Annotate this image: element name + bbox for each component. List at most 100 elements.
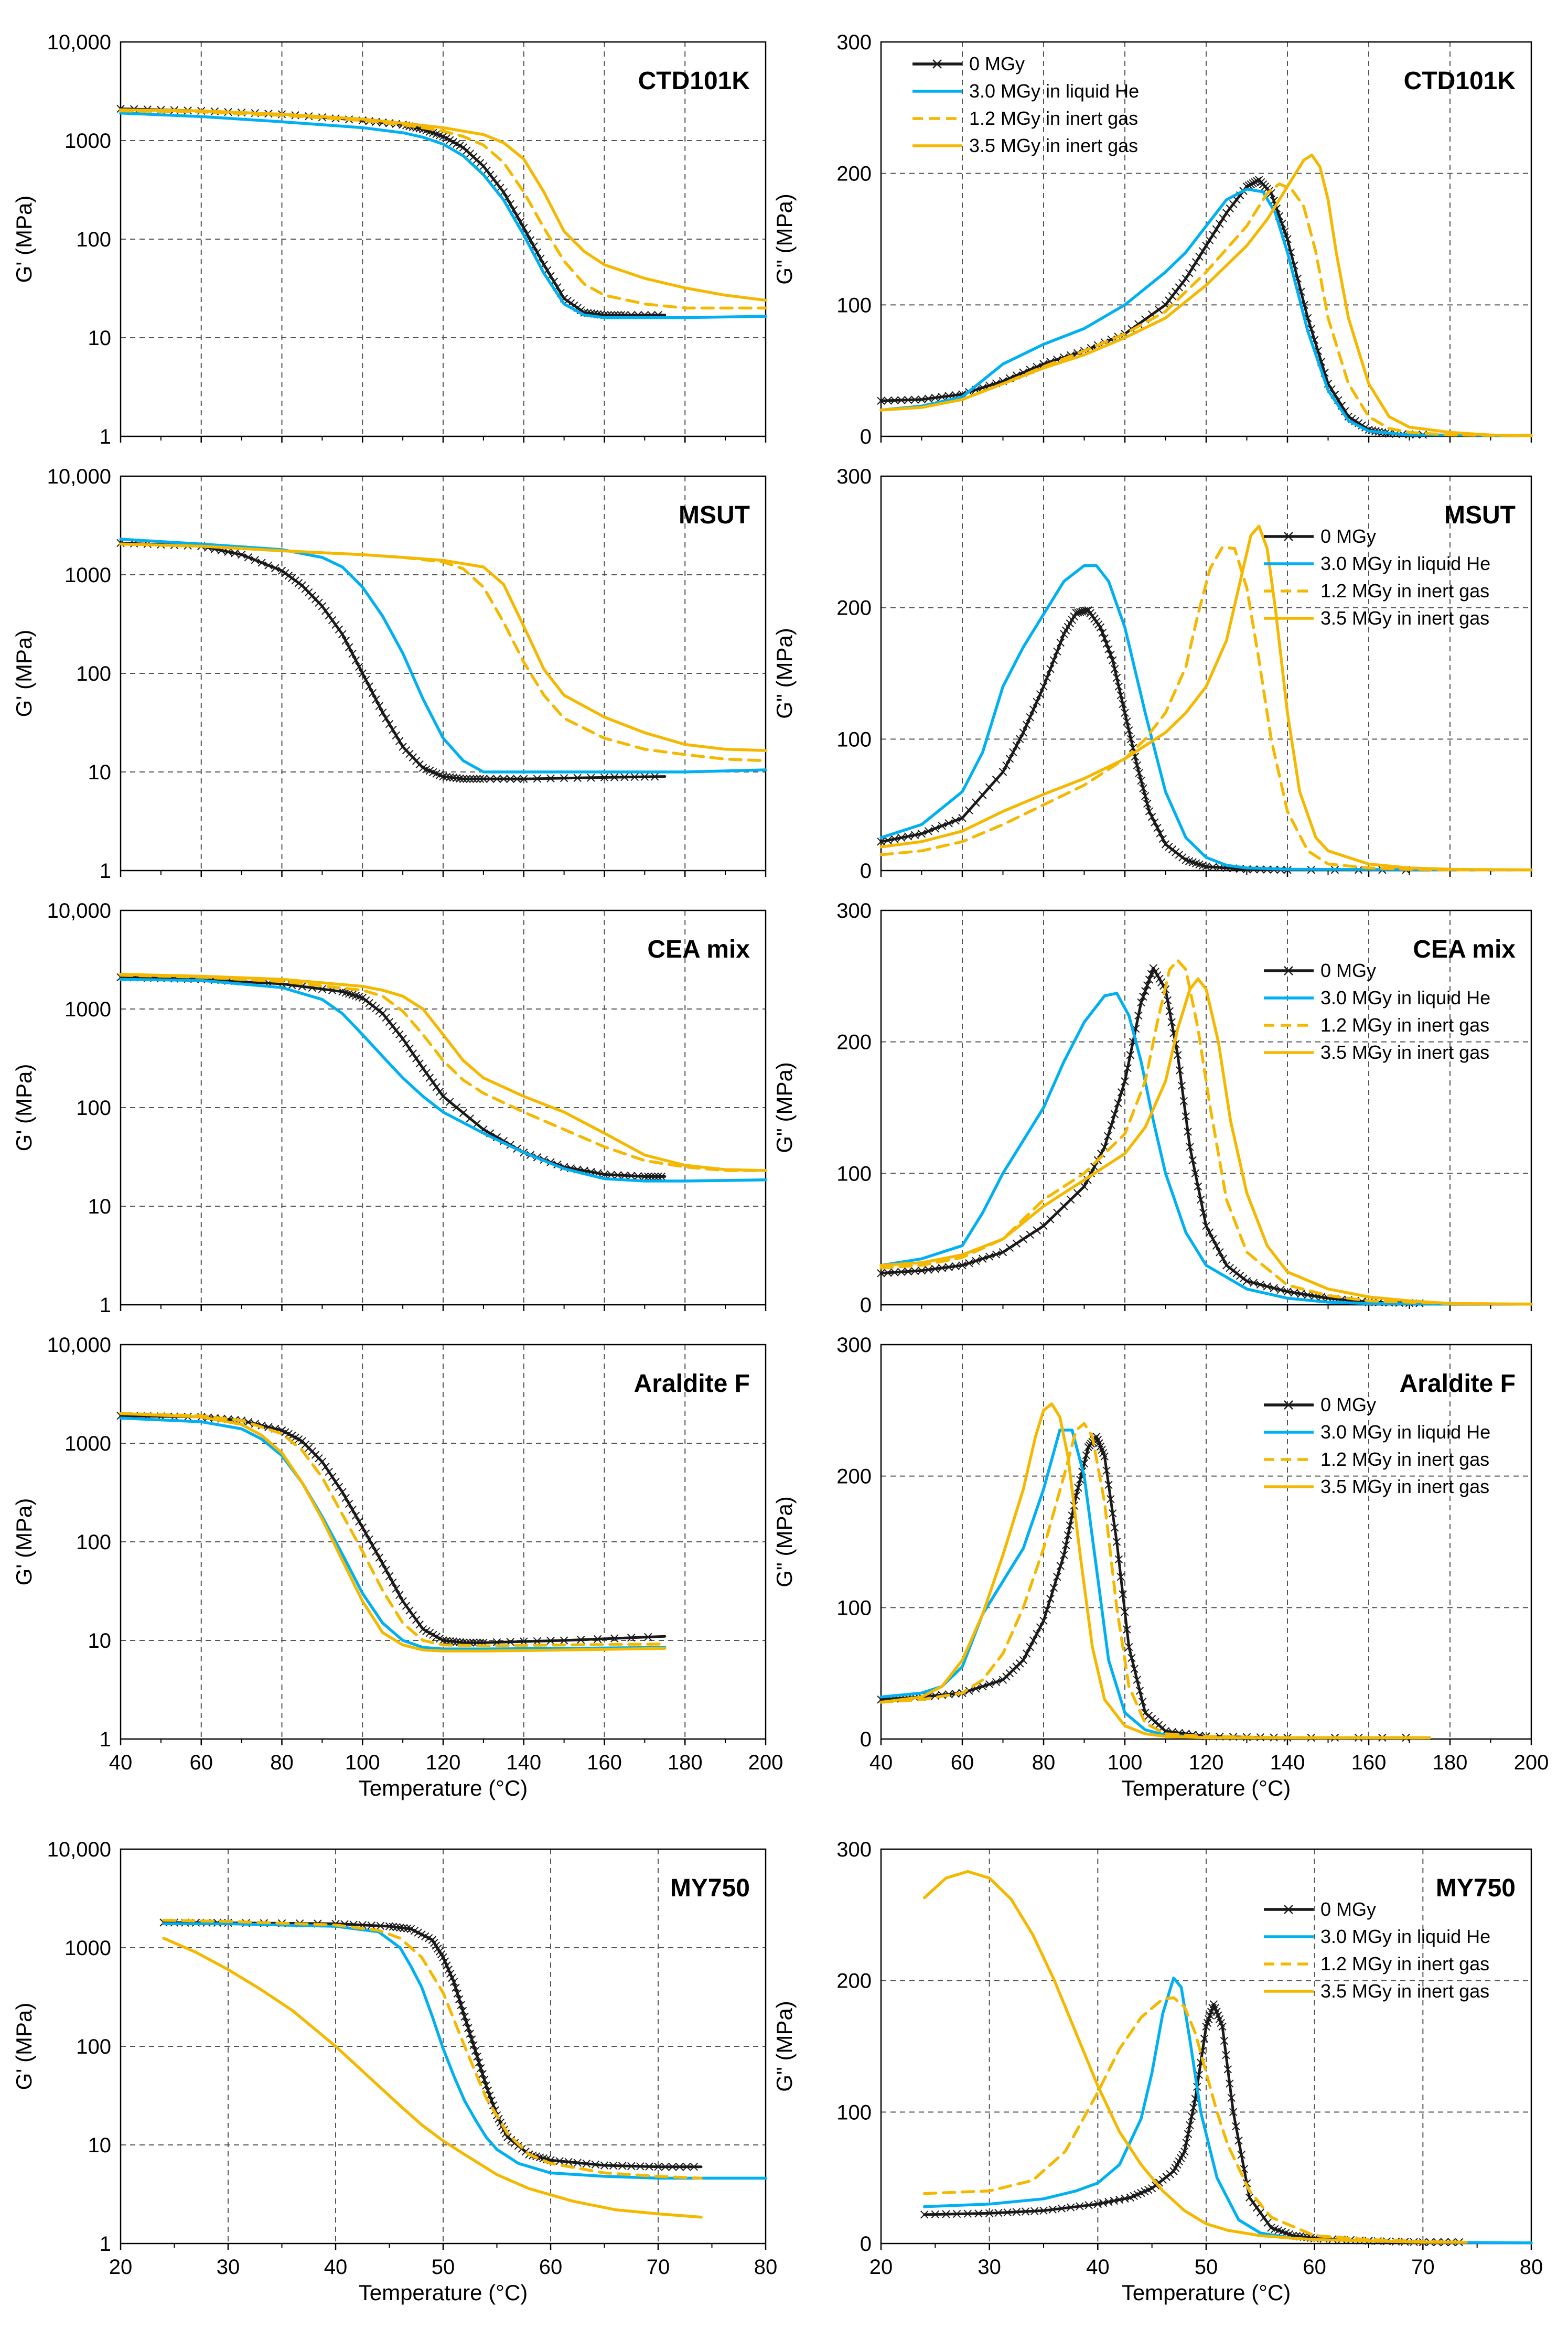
data-point-marker xyxy=(1114,1555,1123,1564)
data-point-marker xyxy=(1256,2208,1265,2217)
data-point-marker xyxy=(1209,863,1217,872)
data-point-marker xyxy=(920,2210,929,2219)
data-point-marker xyxy=(877,838,885,846)
data-point-marker xyxy=(372,1547,380,1556)
data-point-marker xyxy=(1188,263,1197,272)
data-point-marker xyxy=(924,394,933,403)
legend-label: 3.0 MGy in liquid He xyxy=(1320,1926,1490,1947)
y-tick-label: 1 xyxy=(100,425,111,448)
data-point-marker xyxy=(1229,2108,1238,2117)
series-line-3-5-mgy-in-inert-gas xyxy=(119,973,767,1172)
data-point-marker xyxy=(931,2210,940,2219)
data-point-marker xyxy=(372,695,380,704)
data-point-marker xyxy=(341,1494,350,1502)
data-point-marker xyxy=(668,2163,677,2171)
series-line-3-0-mgy-in-liquid-he xyxy=(119,1416,667,1650)
data-point-marker xyxy=(974,2209,983,2218)
data-point-marker xyxy=(378,1009,387,1018)
data-point-marker xyxy=(1147,970,1156,978)
data-point-marker xyxy=(1060,1551,1068,1559)
y-axis-label: G' (MPa) xyxy=(12,2003,36,2090)
data-point-marker xyxy=(1168,845,1177,854)
y-tick-label: 100 xyxy=(836,2101,872,2124)
data-point-marker xyxy=(1260,2213,1268,2222)
data-point-marker xyxy=(1156,829,1164,838)
data-point-marker xyxy=(890,835,899,843)
data-point-marker xyxy=(284,571,293,580)
data-point-marker xyxy=(328,616,337,625)
data-point-marker xyxy=(1082,1451,1091,1459)
y-tick-label: 100 xyxy=(76,662,111,685)
data-point-marker xyxy=(355,662,363,671)
data-point-marker xyxy=(533,775,542,783)
legend-label: 1.2 MGy in inert gas xyxy=(1320,1448,1489,1470)
data-point-marker xyxy=(1161,840,1170,849)
y-tick-label: 300 xyxy=(836,465,872,488)
data-point-marker xyxy=(1141,987,1150,995)
data-point-marker xyxy=(1227,2094,1236,2102)
series-line-3-5-mgy-in-inert-gas xyxy=(879,524,1533,872)
data-point-marker xyxy=(1226,1264,1234,1272)
x-tick-label: 20 xyxy=(869,2256,893,2279)
data-point-marker xyxy=(1082,606,1091,615)
x-tick-label: 40 xyxy=(1086,2256,1110,2279)
data-point-marker xyxy=(1205,1228,1214,1237)
data-point-marker xyxy=(355,1517,363,1526)
data-point-marker xyxy=(1137,998,1145,1007)
data-point-marker xyxy=(399,1597,407,1605)
series-line-3-5-mgy-in-inert-gas xyxy=(879,1402,1432,1740)
data-point-marker xyxy=(358,669,367,678)
data-point-marker xyxy=(998,1248,1007,1257)
data-point-marker xyxy=(1167,1018,1176,1026)
data-point-marker xyxy=(1163,996,1172,1004)
series-markers-0-mgy xyxy=(877,176,1427,439)
data-point-marker xyxy=(1186,1143,1194,1151)
x-tick-label: 120 xyxy=(1189,1751,1224,1774)
series-line-1-2-mgy-in-inert-gas xyxy=(879,545,1533,872)
data-point-marker xyxy=(453,1989,462,1998)
data-point-marker xyxy=(904,832,912,841)
data-point-marker xyxy=(1223,2065,1232,2074)
data-point-marker xyxy=(361,1529,370,1538)
data-point-marker xyxy=(650,772,659,781)
data-point-marker xyxy=(464,2024,472,2032)
series-line-3-5-mgy-in-inert-gas xyxy=(119,542,767,752)
data-point-marker xyxy=(224,548,232,556)
x-axis-label: Temperature (°C) xyxy=(1122,1776,1291,1800)
data-point-marker xyxy=(924,1265,933,1274)
legend-label: 3.5 MGy in inert gas xyxy=(1320,607,1489,629)
data-point-marker xyxy=(985,1680,994,1689)
x-tick-label: 120 xyxy=(426,1751,461,1774)
panel-5: 1 10 100 1000 10,000 G' (MPa) CEA mix xyxy=(12,899,767,1317)
y-tick-label: 100 xyxy=(836,294,872,317)
data-point-marker xyxy=(338,630,347,638)
data-point-marker xyxy=(1121,1607,1129,1616)
data-point-marker xyxy=(647,1172,656,1181)
data-point-marker xyxy=(1033,697,1041,706)
data-point-marker xyxy=(1174,1051,1182,1059)
legend-marker xyxy=(932,59,942,69)
series-line-3-0-mgy-in-liquid-he xyxy=(879,187,1533,437)
data-point-marker xyxy=(446,1969,455,1978)
data-point-marker xyxy=(1165,296,1173,305)
data-point-marker xyxy=(910,395,919,404)
data-point-marker xyxy=(409,1049,417,1058)
data-point-marker xyxy=(942,2210,950,2218)
data-point-marker xyxy=(1283,1287,1292,1296)
data-point-marker xyxy=(1175,1066,1184,1075)
panel-title: Araldite F xyxy=(634,1370,750,1398)
x-tick-label: 50 xyxy=(432,2256,455,2279)
data-point-marker xyxy=(1005,1243,1014,1252)
data-point-marker xyxy=(418,1064,427,1072)
data-point-marker xyxy=(1145,807,1154,815)
data-point-marker xyxy=(1247,180,1255,189)
x-tick-label: 40 xyxy=(109,1751,133,1774)
data-point-marker xyxy=(395,737,404,745)
data-point-marker xyxy=(897,396,906,404)
data-point-marker xyxy=(341,636,350,645)
data-point-marker xyxy=(1256,1280,1265,1289)
data-point-marker xyxy=(1188,1156,1197,1164)
y-tick-label: 1 xyxy=(100,1294,111,1317)
